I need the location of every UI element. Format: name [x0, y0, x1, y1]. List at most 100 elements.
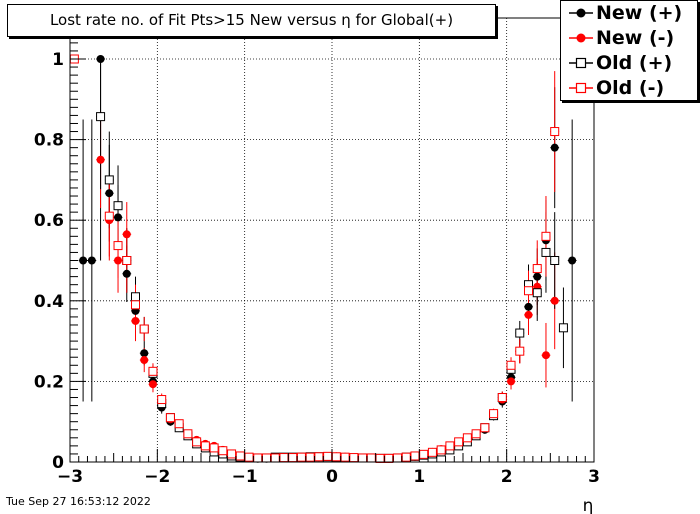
chart-title: Lost rate no. of Fit Pts>15 New versus η… [49, 11, 454, 29]
data-point [200, 441, 210, 451]
data-point [148, 380, 157, 389]
data-point [140, 356, 149, 365]
data-point [305, 452, 315, 462]
data-points [69, 54, 577, 463]
data-point [507, 377, 516, 386]
data-point [445, 441, 455, 451]
data-point [79, 256, 88, 265]
legend-label-old-minus: Old (-) [596, 77, 665, 99]
data-point [209, 443, 219, 453]
data-point [96, 155, 105, 164]
data-point [497, 393, 507, 403]
data-point [314, 452, 324, 462]
data-point [244, 452, 254, 462]
data-point [384, 453, 394, 463]
data-point [419, 449, 429, 459]
x-tick-label: 0 [326, 467, 338, 487]
data-point [524, 310, 533, 319]
legend-item-old-minus: Old (-) [561, 76, 697, 101]
filled-circle-icon [569, 33, 593, 43]
x-tick-label: 2 [501, 467, 513, 487]
data-point [104, 175, 114, 185]
data-point [288, 453, 298, 463]
data-point [524, 286, 533, 296]
legend-label-old-plus: Old (+) [596, 52, 673, 74]
data-point [462, 433, 472, 443]
data-point [366, 453, 376, 463]
x-axis-label: η [583, 496, 594, 514]
data-point [375, 453, 385, 463]
data-point [471, 429, 481, 439]
data-point [104, 211, 114, 221]
y-tick-label: 0 [52, 453, 64, 473]
data-point [139, 324, 149, 334]
data-point [131, 292, 140, 302]
data-point [541, 247, 551, 257]
data-point [131, 300, 140, 310]
data-point [122, 269, 131, 278]
data-point [114, 256, 123, 265]
y-tick-label: 0.8 [34, 131, 64, 151]
data-point [410, 451, 420, 461]
data-point [323, 451, 333, 461]
chart-title-box: Lost rate no. of Fit Pts>15 New versus η… [7, 4, 496, 37]
legend-item-new-minus: New (-) [561, 26, 697, 51]
legend: New (+) New (-) Old (+) Old (-) [560, 0, 698, 101]
data-point [558, 323, 568, 333]
legend-label-new-minus: New (-) [596, 27, 675, 49]
data-point [541, 351, 550, 360]
data-point [296, 452, 306, 462]
data-point [515, 328, 525, 338]
data-point [393, 453, 402, 463]
data-point [506, 360, 516, 370]
grid-lines [70, 18, 594, 462]
data-point [165, 413, 175, 423]
data-point [340, 452, 350, 462]
x-tick-label: −3 [57, 467, 83, 487]
data-point [524, 302, 533, 311]
data-point [114, 213, 123, 222]
data-point [550, 256, 560, 265]
data-point [148, 366, 158, 376]
data-point [96, 112, 106, 122]
data-point [157, 395, 167, 405]
data-point [532, 264, 542, 274]
data-point [454, 437, 464, 447]
y-tick-label: 0.6 [34, 211, 64, 231]
filled-circle-icon [569, 8, 593, 18]
data-point [533, 272, 542, 281]
data-point [331, 452, 341, 462]
data-point [253, 453, 263, 463]
x-tick-label: −2 [144, 467, 170, 487]
legend-item-new-plus: New (+) [561, 1, 697, 26]
y-tick-label: 1 [52, 50, 64, 70]
data-point [105, 189, 114, 198]
open-square-icon [569, 57, 593, 69]
data-point [113, 241, 123, 251]
data-point [227, 449, 237, 459]
data-point [122, 256, 132, 265]
data-point [550, 127, 560, 137]
legend-label-new-plus: New (+) [596, 2, 683, 24]
x-tick-label: 1 [413, 467, 425, 487]
data-point [218, 446, 228, 456]
data-point [532, 288, 542, 298]
y-tick-label: 0.2 [34, 372, 64, 392]
data-point [113, 201, 123, 211]
timestamp: Tue Sep 27 16:53:12 2022 [6, 495, 151, 508]
data-point [568, 256, 577, 265]
tick-labels: −3 −2 −1 0 1 2 3 0 0.2 0.4 0.6 0.8 1 [34, 50, 600, 487]
data-point [122, 230, 131, 239]
data-point [358, 453, 368, 463]
y-tick-label: 0.4 [34, 292, 64, 312]
data-point [550, 296, 559, 305]
data-point [96, 55, 105, 63]
data-point [550, 143, 559, 152]
data-point [279, 453, 289, 463]
data-point [515, 346, 525, 356]
data-point [192, 437, 202, 447]
x-tick-label: 3 [588, 467, 600, 487]
data-point [140, 349, 149, 358]
data-point [174, 419, 184, 429]
